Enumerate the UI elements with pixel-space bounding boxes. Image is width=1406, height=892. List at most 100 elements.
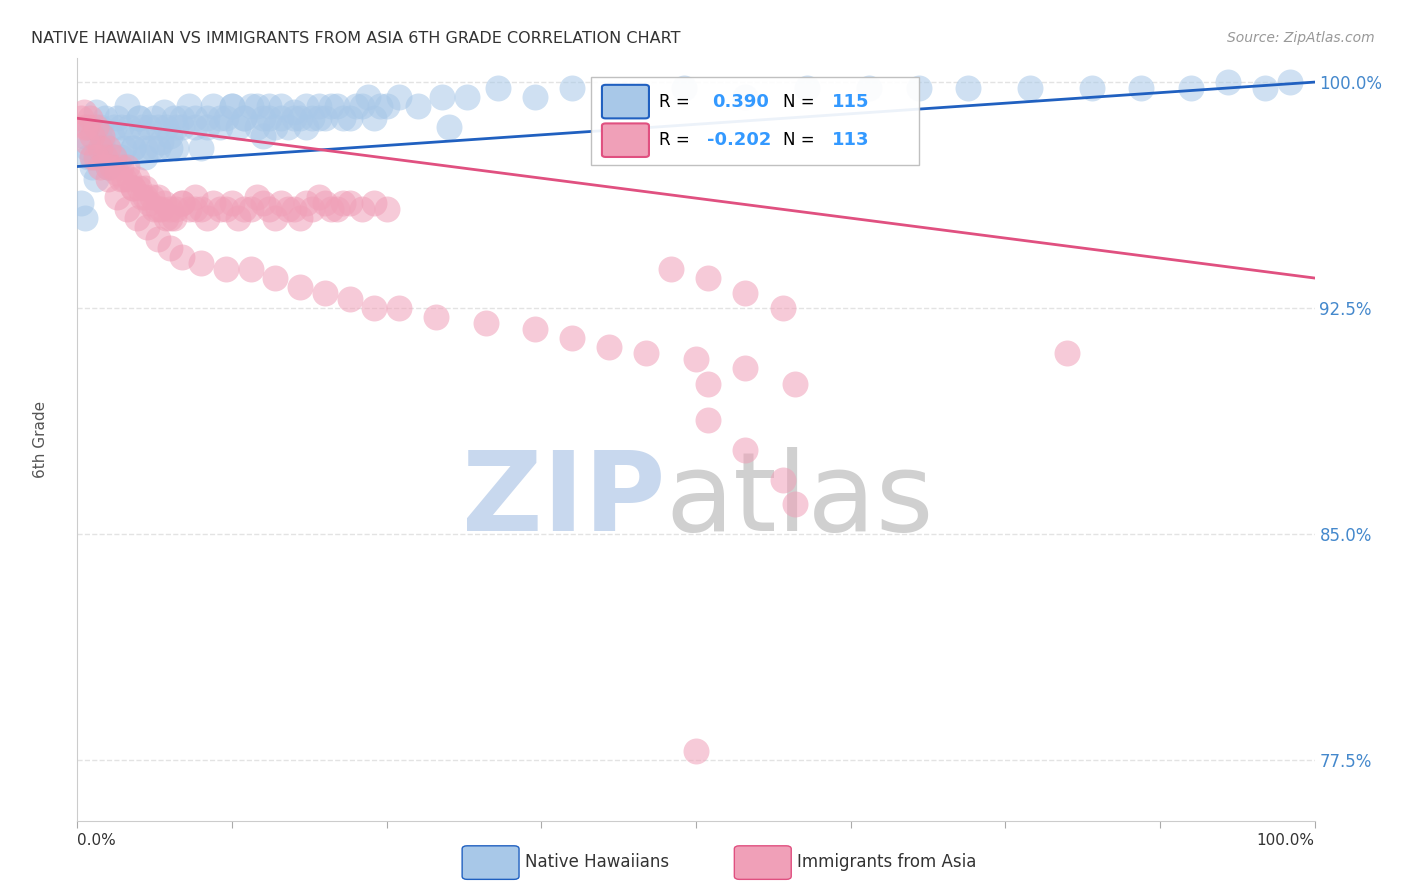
- Point: [598, 340, 620, 354]
- Point: [283, 202, 305, 216]
- Point: [91, 141, 114, 155]
- Point: [153, 105, 176, 120]
- Point: [1081, 81, 1104, 95]
- Point: [524, 322, 547, 336]
- Point: [734, 361, 756, 376]
- Point: [1216, 75, 1239, 89]
- Point: [101, 129, 124, 144]
- Point: [122, 141, 145, 155]
- Point: [172, 112, 194, 126]
- Text: R =: R =: [659, 93, 689, 111]
- Point: [375, 99, 398, 113]
- FancyBboxPatch shape: [602, 85, 650, 119]
- Point: [159, 241, 181, 255]
- Point: [215, 262, 238, 277]
- Point: [226, 120, 249, 135]
- Point: [159, 129, 181, 144]
- Point: [134, 180, 156, 194]
- Point: [118, 120, 141, 135]
- Point: [146, 232, 169, 246]
- Point: [84, 151, 107, 165]
- Point: [112, 141, 135, 155]
- Point: [1254, 81, 1277, 95]
- Text: 115: 115: [832, 93, 869, 111]
- Point: [115, 99, 138, 113]
- Point: [796, 81, 818, 95]
- Point: [957, 81, 980, 95]
- Point: [308, 189, 330, 203]
- Point: [697, 376, 720, 391]
- Point: [246, 120, 269, 135]
- Point: [456, 90, 478, 104]
- Point: [97, 171, 120, 186]
- Point: [195, 211, 218, 225]
- Point: [143, 112, 166, 126]
- Point: [208, 202, 231, 216]
- Point: [134, 189, 156, 203]
- Point: [425, 310, 447, 325]
- Point: [122, 141, 145, 155]
- Text: 100.0%: 100.0%: [1257, 833, 1315, 847]
- Point: [159, 202, 181, 216]
- Point: [141, 189, 163, 203]
- Point: [202, 99, 225, 113]
- Point: [1278, 75, 1301, 89]
- Text: 113: 113: [832, 131, 869, 149]
- Point: [73, 211, 96, 225]
- Point: [89, 141, 111, 155]
- Point: [138, 120, 160, 135]
- Text: Immigrants from Asia: Immigrants from Asia: [797, 853, 977, 871]
- Point: [195, 112, 218, 126]
- Point: [72, 129, 94, 144]
- Point: [685, 744, 707, 758]
- Point: [105, 189, 128, 203]
- Point: [155, 211, 177, 225]
- Text: 6th Grade: 6th Grade: [32, 401, 48, 478]
- Point: [524, 90, 547, 104]
- Point: [783, 376, 806, 391]
- Point: [257, 202, 280, 216]
- Point: [332, 195, 354, 210]
- Point: [375, 202, 398, 216]
- Point: [344, 99, 367, 113]
- Point: [734, 442, 756, 457]
- Point: [146, 189, 169, 203]
- Point: [84, 120, 107, 135]
- Point: [122, 180, 145, 194]
- Point: [474, 316, 496, 330]
- Point: [685, 352, 707, 367]
- Point: [82, 129, 104, 144]
- Point: [350, 99, 373, 113]
- Point: [146, 120, 169, 135]
- Point: [105, 112, 128, 126]
- Point: [101, 160, 124, 174]
- Point: [105, 165, 128, 179]
- Point: [295, 120, 318, 135]
- Point: [97, 141, 120, 155]
- Point: [295, 195, 318, 210]
- Point: [363, 112, 385, 126]
- Point: [288, 280, 311, 294]
- Point: [103, 151, 125, 165]
- Point: [103, 120, 125, 135]
- Text: 0.390: 0.390: [711, 93, 769, 111]
- Point: [82, 151, 104, 165]
- Point: [437, 120, 460, 135]
- Point: [79, 120, 101, 135]
- Point: [195, 120, 218, 135]
- Point: [1019, 81, 1042, 95]
- Point: [734, 90, 756, 104]
- Point: [308, 99, 330, 113]
- FancyBboxPatch shape: [463, 846, 519, 880]
- Point: [150, 136, 173, 150]
- Point: [221, 99, 243, 113]
- Point: [141, 141, 163, 155]
- Point: [486, 81, 509, 95]
- Point: [257, 112, 280, 126]
- Point: [270, 195, 292, 210]
- Point: [159, 211, 181, 225]
- Point: [257, 99, 280, 113]
- Point: [301, 112, 323, 126]
- Point: [734, 286, 756, 301]
- Point: [659, 262, 682, 277]
